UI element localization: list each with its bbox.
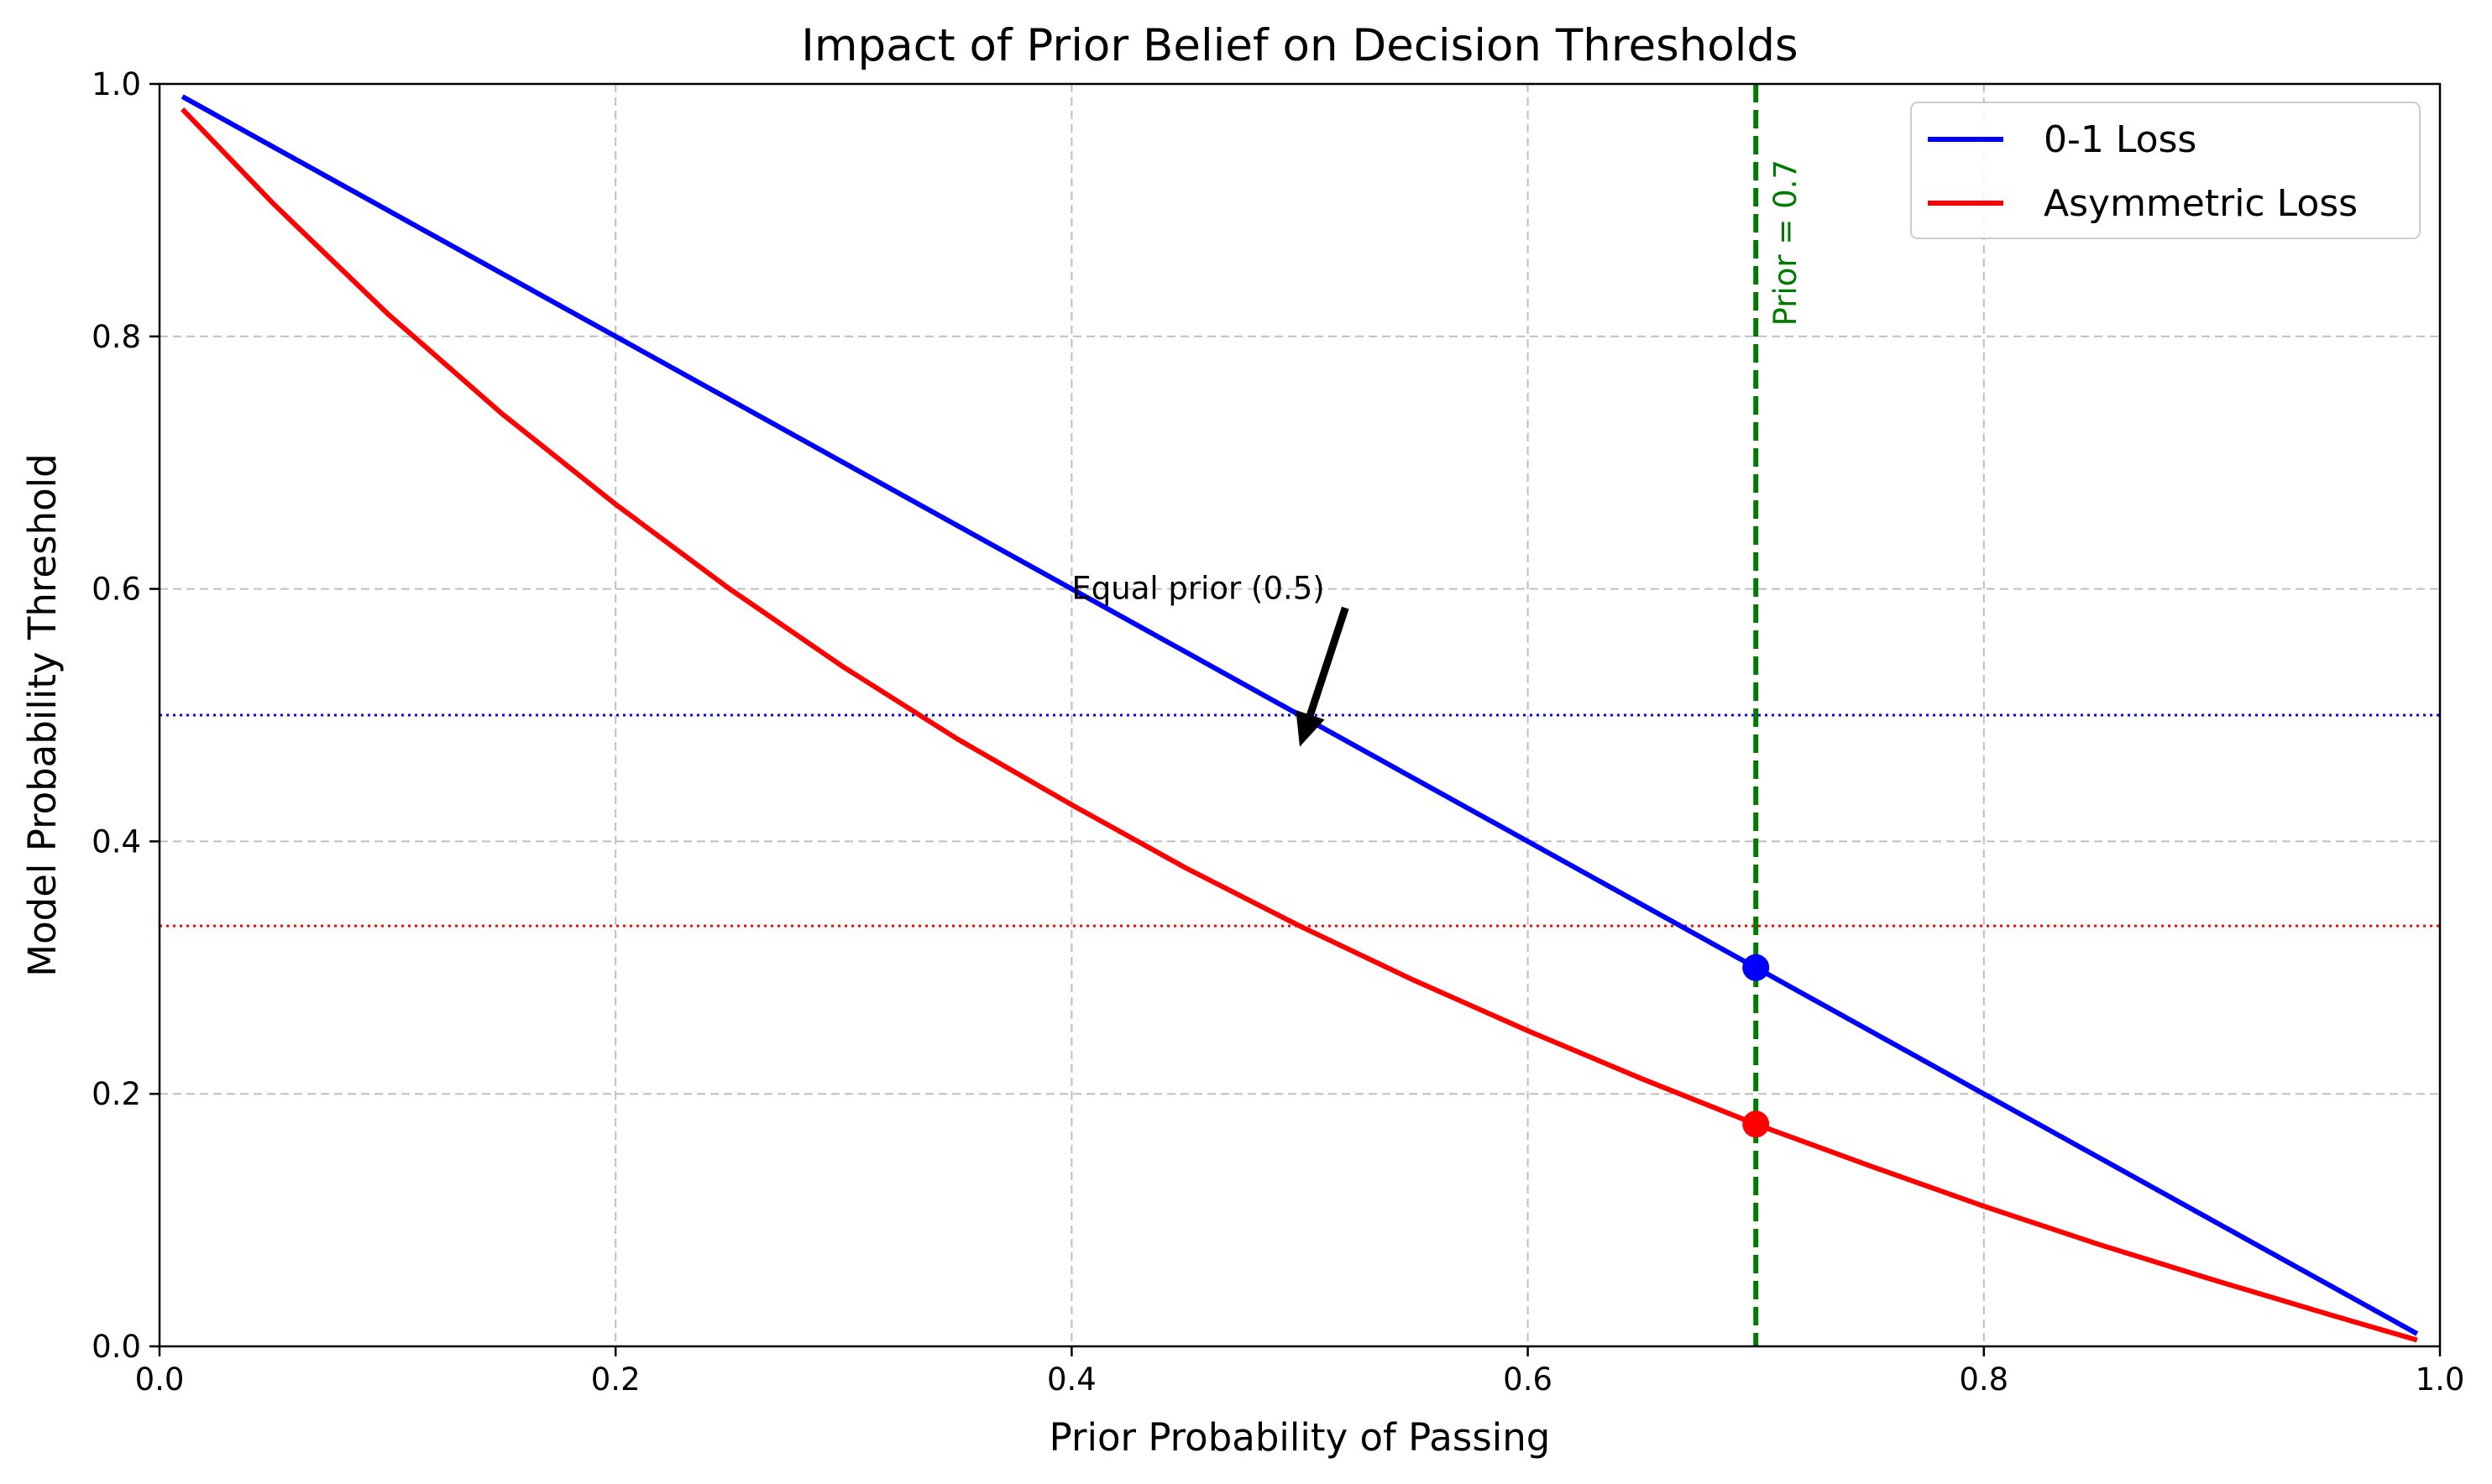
legend-box: [1910, 102, 2421, 239]
reference-line-label: Prior = 0.7: [1767, 159, 1804, 326]
y-axis-label: Model Probability Threshold: [20, 453, 65, 976]
series-line: [181, 107, 2418, 1343]
y-tick-label: 1.0: [92, 66, 141, 102]
x-tick-label: 0.2: [591, 1361, 641, 1398]
x-tick-label: 0.8: [1959, 1361, 2008, 1398]
x-tick-label: 0.0: [135, 1361, 185, 1398]
annotation-arrow-head: [1296, 709, 1325, 747]
plot-frame: [158, 82, 2442, 1348]
y-tick-label: 0.8: [92, 319, 141, 355]
axis-ticks: 0.0 0.2 0.4 0.6 0.8 1.0 0.0 0.2 0.4 0.6 0.8 1.0: [92, 66, 2464, 1398]
annotation-arrow-shaft: [1306, 606, 1349, 716]
legend: 0-1 Loss Asymmetric Loss: [1910, 102, 2421, 239]
x-tick-label: 0.4: [1047, 1361, 1097, 1398]
annotations: Equal prior (0.5): [1071, 571, 1349, 747]
highlight-marker: [1742, 954, 1770, 981]
x-tick-label: 1.0: [2416, 1361, 2465, 1398]
legend-label: Asymmetric Loss: [2044, 182, 2358, 225]
legend-label: 0-1 Loss: [2044, 118, 2196, 161]
x-tick-label: 0.6: [1503, 1361, 1552, 1398]
y-tick-label: 0.6: [92, 572, 141, 608]
highlight-marker: [1742, 1110, 1770, 1138]
annotation-text: Equal prior (0.5): [1071, 571, 1324, 607]
y-tick-label: 0.4: [92, 823, 141, 860]
x-axis-label: Prior Probability of Passing: [1050, 1415, 1551, 1460]
highlight-markers: [1742, 954, 1770, 1138]
chart-title: Impact of Prior Belief on Decision Thres…: [801, 20, 1798, 71]
y-tick-label: 0.2: [92, 1076, 141, 1112]
y-tick-label: 0.0: [92, 1329, 141, 1365]
